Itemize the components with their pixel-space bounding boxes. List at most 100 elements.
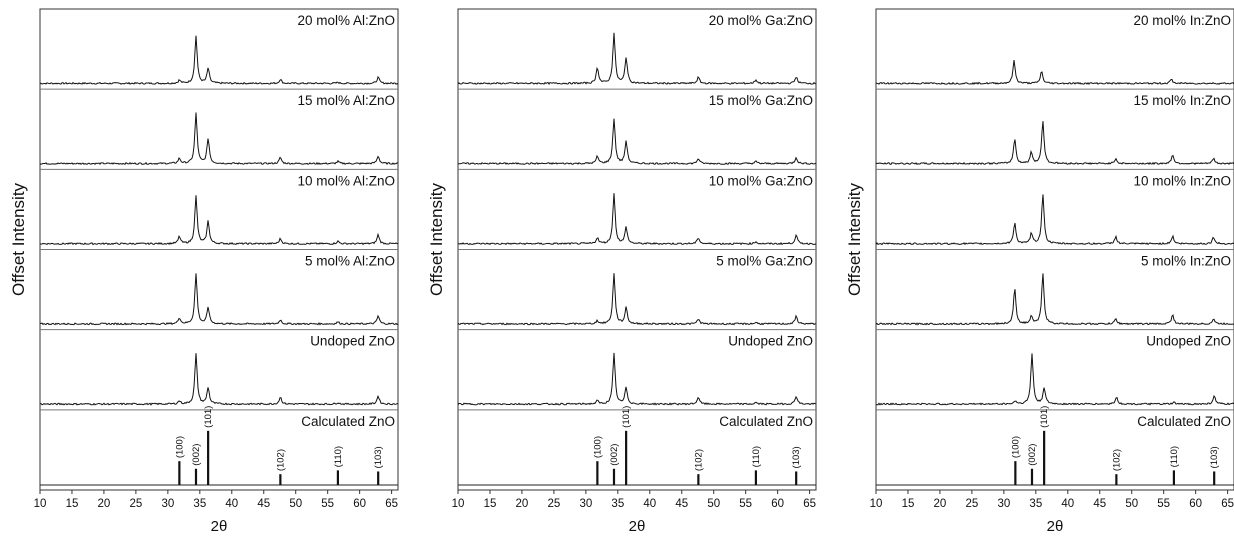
xrd-trace [875,60,1234,85]
x-tick-label: 10 [34,498,47,510]
x-axis-label: 2θ [1047,518,1064,535]
hkl-label: (103) [791,446,802,468]
x-tick-label: 45 [1093,498,1106,510]
x-tick-label: 15 [484,498,497,510]
calculated-pattern: (100) (002) (101) (102) (110) (103) [458,406,816,486]
x-tick-label: 30 [161,498,174,510]
trace-label: 5 mol% In:ZnO [1141,254,1231,269]
x-tick-label: 60 [771,498,784,510]
hkl-label: (102) [693,449,704,471]
x-tick-label: 55 [739,498,752,510]
x-axis-label: 2θ [629,518,646,535]
x-tick-label: 40 [225,498,238,510]
hkl-label: (101) [1039,406,1050,428]
x-tick-label: 25 [547,498,560,510]
x-tick-label: 50 [1125,498,1138,510]
x-tick-label: 35 [611,498,624,510]
x-tick-label: 60 [353,498,366,510]
x-tick-label: 50 [289,498,302,510]
xrd-trace [875,194,1234,246]
calculated-pattern: (100) (002) (101) (102) (110) (103) [40,406,398,486]
x-tick-label: 10 [870,498,883,510]
x-tick-label: 10 [452,498,465,510]
x-tick-label: 20 [98,498,111,510]
x-tick-label: 55 [1157,498,1170,510]
x-tick-label: 65 [1221,498,1234,510]
xrd-trace [39,353,399,406]
hkl-label: (101) [203,406,214,428]
hkl-label: (103) [373,446,384,468]
x-tick-label: 30 [579,498,592,510]
x-tick-label: 65 [803,498,816,510]
xrd-trace [457,32,817,86]
trace-label: 5 mol% Ga:ZnO [716,254,813,269]
xrd-trace [875,273,1234,326]
x-tick-label: 35 [1029,498,1042,510]
trace-label: Calculated ZnO [719,414,813,429]
hkl-label: (102) [275,449,286,471]
x-tick-label: 25 [129,498,142,510]
x-tick-label: 60 [1189,498,1202,510]
hkl-label: (100) [592,436,603,458]
hkl-label: (100) [174,436,185,458]
panel-2: 20 mol% Ga:ZnO 15 mol% Ga:ZnO 10 mol% Ga:Z… [427,8,817,535]
xrd-trace [457,273,817,326]
x-tick-label: 40 [1061,498,1074,510]
xrd-trace [457,118,817,165]
xrd-trace [875,121,1234,166]
trace-label: 20 mol% Ga:ZnO [709,13,813,28]
x-tick-label: 55 [321,498,334,510]
trace-label: Undoped ZnO [728,334,813,349]
trace-label: Calculated ZnO [301,414,395,429]
xrd-trace [458,193,817,246]
hkl-label: (002) [609,444,620,466]
trace-label: 15 mol% Ga:ZnO [709,93,813,108]
x-tick-label: 15 [66,498,79,510]
x-axis-label: 2θ [211,518,228,535]
y-axis-label: Offset Intensity [427,182,446,296]
hkl-label: (110) [751,446,762,467]
x-tick-label: 45 [675,498,688,510]
x-tick-label: 45 [257,498,270,510]
hkl-label: (002) [191,444,202,466]
xrd-trace [876,353,1234,406]
x-tick-label: 40 [643,498,656,510]
x-tick-label: 20 [516,498,529,510]
hkl-label: (002) [1027,444,1038,466]
y-axis-label: Offset Intensity [845,182,864,296]
trace-label: Calculated ZnO [1137,414,1231,429]
trace-label: 10 mol% Ga:ZnO [709,173,813,188]
x-tick-label: 50 [707,498,720,510]
trace-label: 15 mol% Al:ZnO [297,93,395,108]
trace-label: 20 mol% In:ZnO [1133,13,1231,28]
hkl-label: (101) [621,406,632,428]
xrd-trace [39,112,399,166]
trace-label: 10 mol% Al:ZnO [297,173,395,188]
trace-label: Undoped ZnO [310,334,395,349]
trace-label: 20 mol% Al:ZnO [297,13,395,28]
x-tick-label: 20 [934,498,947,510]
x-tick-label: 30 [997,498,1010,510]
trace-label: 15 mol% In:ZnO [1133,93,1231,108]
trace-label: Undoped ZnO [1146,334,1231,349]
trace-label: 5 mol% Al:ZnO [305,254,395,269]
hkl-label: (100) [1010,436,1021,458]
hkl-label: (110) [333,446,344,467]
x-tick-label: 35 [193,498,206,510]
hkl-label: (103) [1209,446,1220,468]
hkl-label: (110) [1169,446,1180,467]
xrd-trace [39,273,399,326]
panel-3: 20 mol% In:ZnO 15 mol% In:ZnO 10 mol% In:Z… [845,8,1234,535]
y-axis-label: Offset Intensity [9,182,28,296]
x-tick-label: 65 [385,498,398,510]
calculated-pattern: (100) (002) (101) (102) (110) (103) [876,406,1234,486]
hkl-label: (102) [1111,449,1122,471]
x-tick-label: 25 [965,498,978,510]
xrd-trace [39,195,398,246]
x-tick-label: 15 [902,498,915,510]
panel-1: 20 mol% Al:ZnO 15 mol% Al:ZnO 10 mol% Al:Z… [9,8,399,535]
xrd-trace [39,35,399,85]
trace-label: 10 mol% In:ZnO [1133,173,1231,188]
xrd-trace [457,352,817,406]
